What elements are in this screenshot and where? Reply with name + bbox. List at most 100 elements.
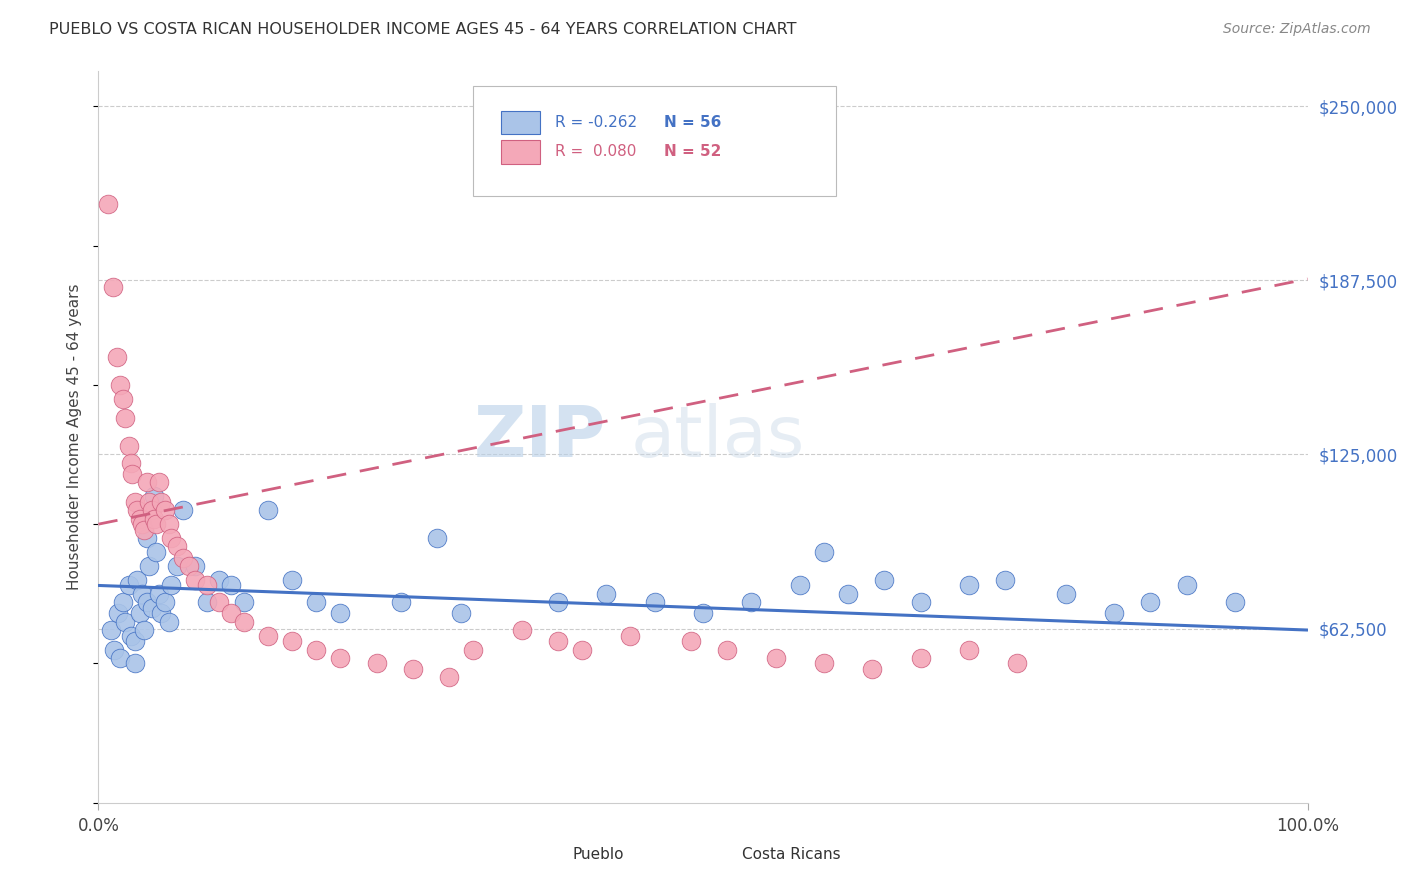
Point [157,615,180,629]
Point [118,578,141,592]
Text: ZIP: ZIP [474,402,606,472]
Point [644,595,666,609]
Point [120,629,142,643]
Point [281,634,304,648]
Point [135,595,157,609]
Text: Source: ZipAtlas.com: Source: ZipAtlas.com [1223,22,1371,37]
Point [145,545,167,559]
Point [108,651,131,665]
Point [195,578,218,592]
Point [221,607,243,621]
Point [547,634,569,648]
Point [111,595,134,609]
Point [765,651,787,665]
Point [124,495,146,509]
Point [1223,595,1246,609]
Point [114,411,136,425]
Point [131,517,153,532]
FancyBboxPatch shape [474,86,837,195]
Text: atlas: atlas [630,402,804,472]
Point [679,634,702,648]
Point [184,573,207,587]
Text: R =  0.080: R = 0.080 [555,145,637,160]
Text: PUEBLO VS COSTA RICAN HOUSEHOLDER INCOME AGES 45 - 64 YEARS CORRELATION CHART: PUEBLO VS COSTA RICAN HOUSEHOLDER INCOME… [49,22,797,37]
Point [150,495,173,509]
Point [107,607,129,621]
Y-axis label: Householder Income Ages 45 - 64 years: Householder Income Ages 45 - 64 years [67,284,83,591]
Point [692,607,714,621]
Point [740,595,762,609]
Point [994,573,1017,587]
Point [134,523,156,537]
Point [281,573,304,587]
Point [547,595,569,609]
Point [256,629,278,643]
Point [619,629,641,643]
Point [571,642,593,657]
Point [145,517,167,532]
Text: Costa Ricans: Costa Ricans [742,847,841,862]
Point [305,595,328,609]
Point [172,550,194,565]
Point [463,642,485,657]
Point [813,657,835,671]
Point [134,623,156,637]
Text: Pueblo: Pueblo [572,847,624,862]
Point [1102,607,1125,621]
Point [232,615,254,629]
Point [114,615,136,629]
Point [256,503,278,517]
Point [148,587,170,601]
Point [366,657,388,671]
Point [108,377,131,392]
Point [510,623,533,637]
Point [148,475,170,490]
Point [1054,587,1077,601]
Point [716,642,738,657]
Point [128,607,150,621]
Point [450,607,472,621]
Point [402,662,425,676]
Point [910,651,932,665]
Point [111,392,134,406]
Point [184,558,207,573]
Point [329,607,352,621]
Point [179,558,201,573]
Point [957,578,980,592]
Point [873,573,896,587]
Point [195,595,218,609]
Point [910,595,932,609]
Point [860,662,883,676]
Point [121,467,143,481]
Point [1139,595,1161,609]
Point [837,587,859,601]
Point [1007,657,1029,671]
Point [97,196,120,211]
Point [150,607,173,621]
Point [127,503,149,517]
Point [143,489,166,503]
Point [131,587,153,601]
Point [426,531,449,545]
Point [105,350,128,364]
Point [160,578,183,592]
Point [141,503,163,517]
Point [135,475,157,490]
Point [138,495,160,509]
Point [153,595,176,609]
Point [789,578,811,592]
FancyBboxPatch shape [531,845,562,863]
Point [103,642,125,657]
Point [124,634,146,648]
Point [101,280,124,294]
Point [120,456,142,470]
Point [389,595,412,609]
Point [595,587,617,601]
Point [100,623,122,637]
Point [124,657,146,671]
Point [437,670,460,684]
Point [221,578,243,592]
Point [138,558,160,573]
Point [957,642,980,657]
Point [135,531,157,545]
